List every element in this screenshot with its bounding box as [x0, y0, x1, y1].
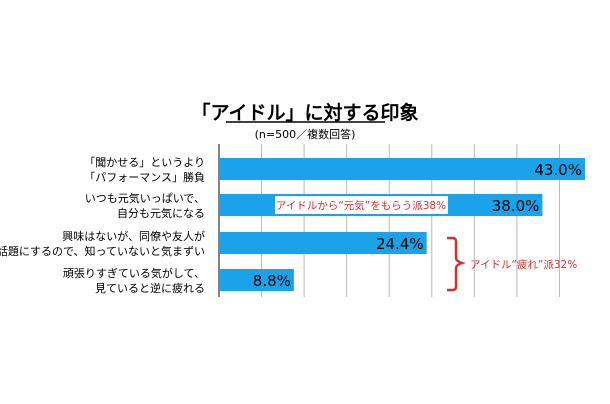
bar [219, 232, 427, 254]
category-labels: 「聞かせる」というより「パフォーマンス」勝負いつも元気いっぱいで、自分も元気にな… [0, 156, 205, 295]
value-label: 8.8% [253, 272, 291, 290]
category-label: 興味はないが、同僚や友人が [62, 229, 205, 243]
value-label: 38.0% [492, 197, 540, 215]
value-labels: 43.0% 38.0% 24.4% 8.8% [253, 161, 582, 290]
category-label: 頑張りすぎている気がして、 [63, 266, 205, 280]
category-label: 「パフォーマンス」勝負 [84, 170, 205, 184]
bar [219, 269, 294, 291]
annotation-box [275, 196, 448, 214]
category-label: 話題にするので、知っていないと気まずい [0, 244, 205, 258]
category-label: 見ていると逆に疲れる [95, 281, 205, 295]
annotations: アイドルから“元気”をもらう派38% アイドル“疲れ”派32% [275, 196, 577, 292]
bracket [447, 236, 466, 292]
chart-title: 「アイドル」に対する印象 [191, 101, 418, 124]
category-label: いつも元気いっぱいで、 [85, 191, 205, 205]
annotation-label: アイドル“疲れ”派32% [470, 258, 577, 271]
bar [219, 158, 585, 180]
annotation-label: アイドルから“元気”をもらう派38% [276, 199, 446, 212]
category-label: 自分も元気になる [117, 206, 205, 220]
value-label: 43.0% [534, 161, 582, 179]
value-label: 24.4% [376, 235, 424, 253]
chart-subtitle: (n=500／複数回答) [255, 127, 356, 141]
category-label: 「聞かせる」というより [84, 156, 205, 169]
